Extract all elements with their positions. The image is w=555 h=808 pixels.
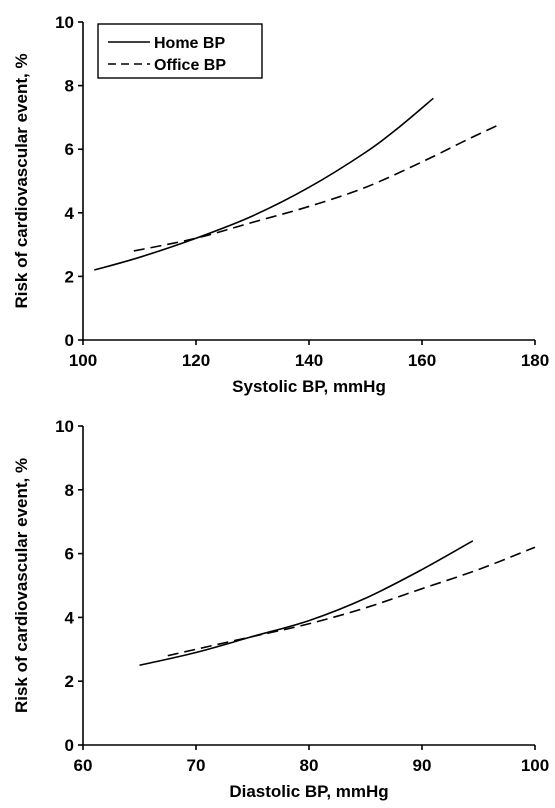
x-tick-label: 100 (521, 756, 549, 775)
legend-label: Home BP (154, 35, 225, 52)
chart-1: 0 2 4 6 8 10 100 120 140 160 180 Systolic BP, mmHg R… (12, 13, 549, 396)
y-tick-label: 6 (65, 140, 74, 159)
x-tick-label: 90 (413, 756, 432, 775)
y-axis-title: Risk of cardiovascular event, % (12, 458, 31, 713)
x-tick-label: 70 (187, 756, 206, 775)
y-tick-label: 8 (65, 481, 74, 500)
legend-box (97, 23, 263, 79)
x-tick-label: 160 (408, 351, 436, 370)
x-tick-label: 60 (74, 756, 93, 775)
y-tick-label: 10 (55, 13, 74, 32)
x-tick-label: 120 (182, 351, 210, 370)
series-line-home-bp (139, 540, 474, 667)
y-tick-label: 0 (65, 736, 74, 755)
y-tick-label: 2 (65, 672, 74, 691)
y-tick-label: 0 (65, 331, 74, 350)
x-axis-title: Diastolic BP, mmHg (229, 782, 388, 801)
series-line-office-bp (133, 123, 502, 252)
x-tick-label: 140 (295, 351, 323, 370)
y-tick-label: 6 (65, 545, 74, 564)
series-line-home-bp (94, 97, 434, 271)
x-tick-label: 100 (69, 351, 97, 370)
y-tick-label: 2 (65, 267, 74, 286)
y-tick-label: 8 (65, 77, 74, 96)
y-tick-label: 10 (55, 417, 74, 436)
series-line-office-bp (167, 546, 536, 657)
x-tick-label: 80 (300, 756, 319, 775)
y-tick-label: 4 (65, 204, 75, 223)
x-axis-title: Systolic BP, mmHg (232, 377, 386, 396)
chart-2: 0 2 4 6 8 10 60 70 80 90 100 Diastolic BP, mmHg Risk… (12, 417, 549, 801)
x-tick-label: 180 (521, 351, 549, 370)
y-axis-title: Risk of cardiovascular event, % (12, 53, 31, 308)
legend-label: Office BP (154, 57, 226, 74)
y-tick-label: 4 (65, 608, 75, 627)
legend: Home BP Office BP (97, 23, 263, 79)
